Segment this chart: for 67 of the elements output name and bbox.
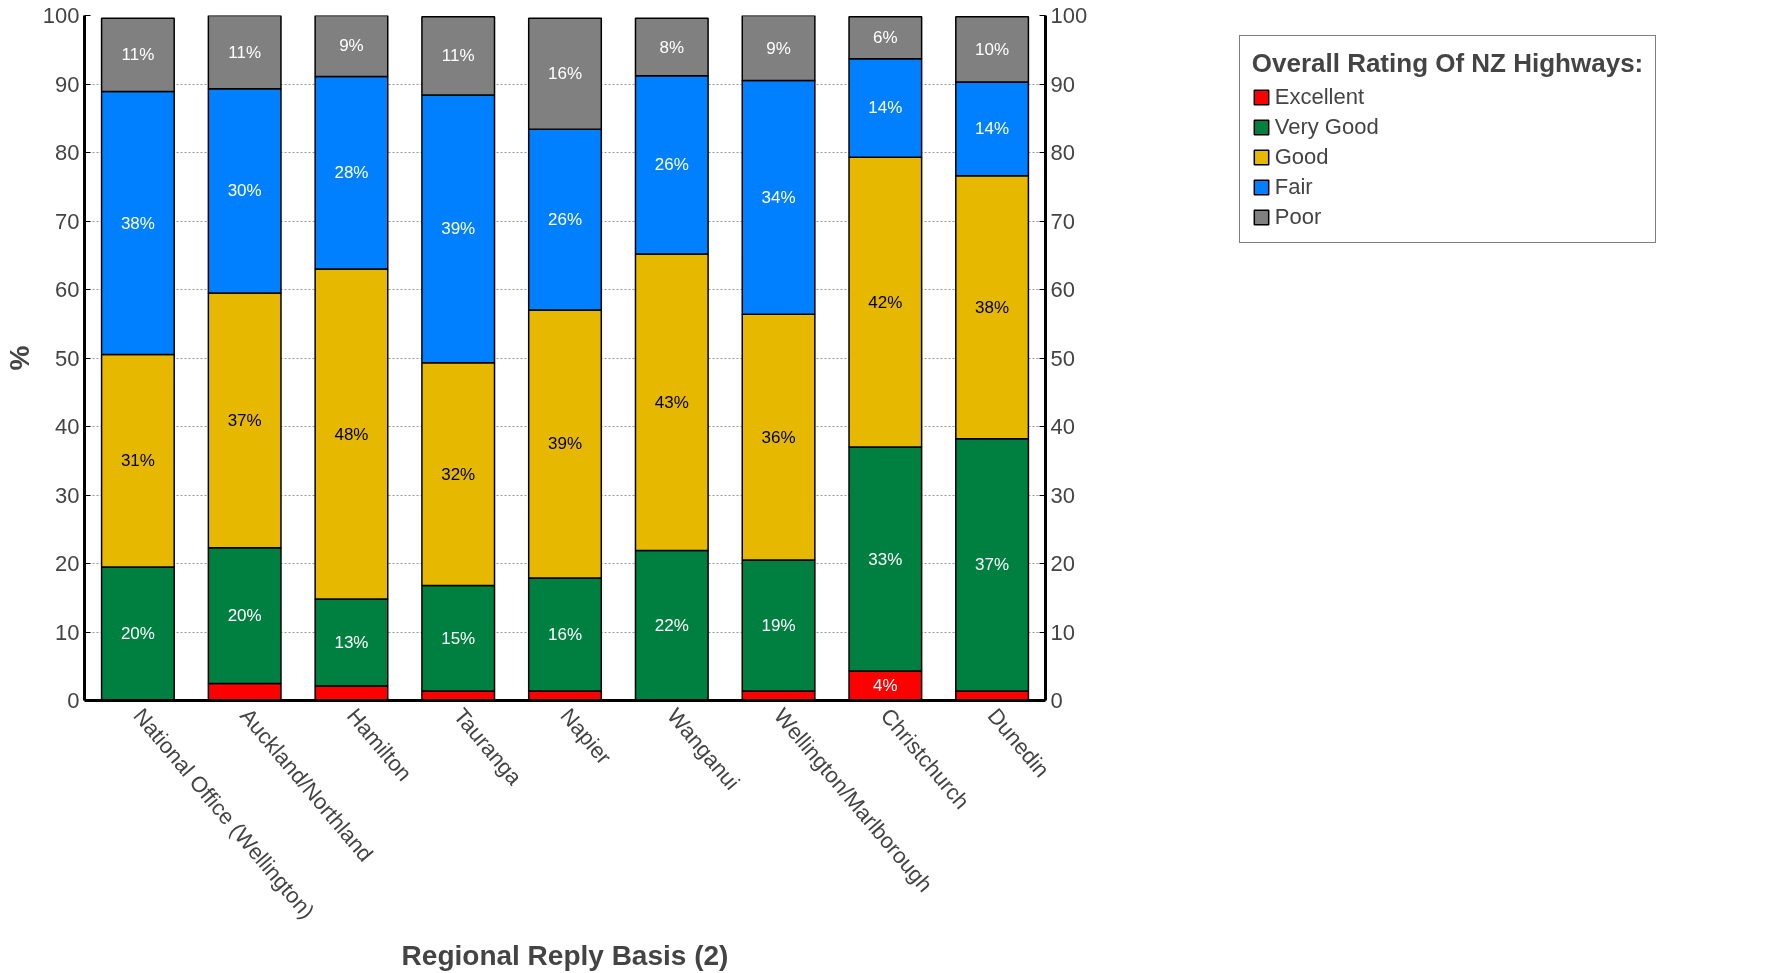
- data-label: 43%: [654, 392, 689, 412]
- data-label: 14%: [868, 98, 903, 118]
- y-tick-label: 30: [55, 482, 80, 508]
- data-label: 32%: [441, 464, 476, 484]
- legend-label: Very Good: [1274, 114, 1379, 140]
- y2-tick-label: 90: [1050, 71, 1075, 97]
- legend-title: Overall Rating Of NZ Highways:: [1251, 48, 1644, 79]
- data-label: 26%: [547, 210, 583, 230]
- data-label: 20%: [120, 624, 155, 644]
- data-label: 34%: [761, 187, 796, 207]
- y-tick-label: 70: [55, 208, 80, 234]
- data-label: 30%: [227, 181, 262, 201]
- data-label: 42%: [868, 292, 903, 312]
- y2-tick-label: 80: [1050, 140, 1075, 165]
- data-label: 33%: [868, 549, 903, 569]
- y-axis-title: %: [3, 345, 35, 371]
- data-label: 26%: [654, 155, 689, 175]
- x-axis-title: Regional Reply Basis (2): [401, 939, 729, 971]
- data-label: 14%: [975, 119, 1010, 139]
- data-label: 20%: [227, 606, 262, 626]
- y-tick-label: 80: [55, 140, 80, 165]
- legend-label: Good: [1274, 144, 1329, 170]
- data-label: 13%: [334, 633, 369, 653]
- data-label: 22%: [654, 615, 689, 635]
- data-label: 38%: [975, 297, 1010, 317]
- data-label: 15%: [441, 628, 476, 648]
- y2-tick-label: 20: [1050, 551, 1075, 576]
- y2-tick-label: 40: [1050, 414, 1075, 439]
- y2-tick-label: 60: [1050, 277, 1075, 302]
- legend-label: Poor: [1274, 204, 1322, 230]
- y-tick-label: 10: [55, 619, 80, 645]
- data-label: 37%: [227, 410, 262, 430]
- y-tick-label: 50: [55, 345, 80, 371]
- y-tick-label: 20: [55, 551, 80, 576]
- data-label: 16%: [547, 64, 583, 84]
- data-label: 11%: [228, 42, 262, 62]
- y-tick-label: 60: [55, 277, 80, 302]
- y2-tick-label: 30: [1050, 482, 1075, 508]
- data-label: 39%: [547, 434, 583, 454]
- y2-tick-label: 50: [1050, 345, 1075, 371]
- data-label: 36%: [761, 427, 796, 447]
- data-label: 48%: [334, 424, 369, 444]
- data-label: 8%: [659, 37, 685, 57]
- y-tick-label: 90: [55, 71, 80, 97]
- y-tick-label: 40: [55, 414, 80, 439]
- data-label: 37%: [975, 555, 1010, 575]
- data-label: 6%: [873, 28, 898, 48]
- legend-label: Excellent: [1274, 84, 1365, 110]
- y2-tick-label: 70: [1050, 208, 1075, 234]
- y2-tick-label: 100: [1050, 3, 1088, 28]
- legend-label: Fair: [1274, 174, 1313, 200]
- data-label: 4%: [873, 676, 898, 696]
- data-label: 31%: [120, 451, 155, 471]
- data-label: 38%: [120, 213, 155, 233]
- y-tick-label: 0: [67, 688, 80, 713]
- data-label: 10%: [975, 39, 1010, 59]
- data-label: 11%: [121, 45, 155, 65]
- data-label: 28%: [334, 163, 369, 183]
- y-tick-label: 100: [42, 3, 80, 28]
- data-label: 9%: [339, 36, 364, 56]
- data-label: 19%: [761, 615, 796, 635]
- data-label: 39%: [441, 219, 476, 239]
- y2-tick-label: 0: [1050, 688, 1063, 713]
- data-label: 11%: [441, 46, 475, 66]
- data-label: 16%: [547, 624, 583, 644]
- y2-tick-label: 10: [1050, 619, 1075, 645]
- data-label: 9%: [766, 38, 791, 58]
